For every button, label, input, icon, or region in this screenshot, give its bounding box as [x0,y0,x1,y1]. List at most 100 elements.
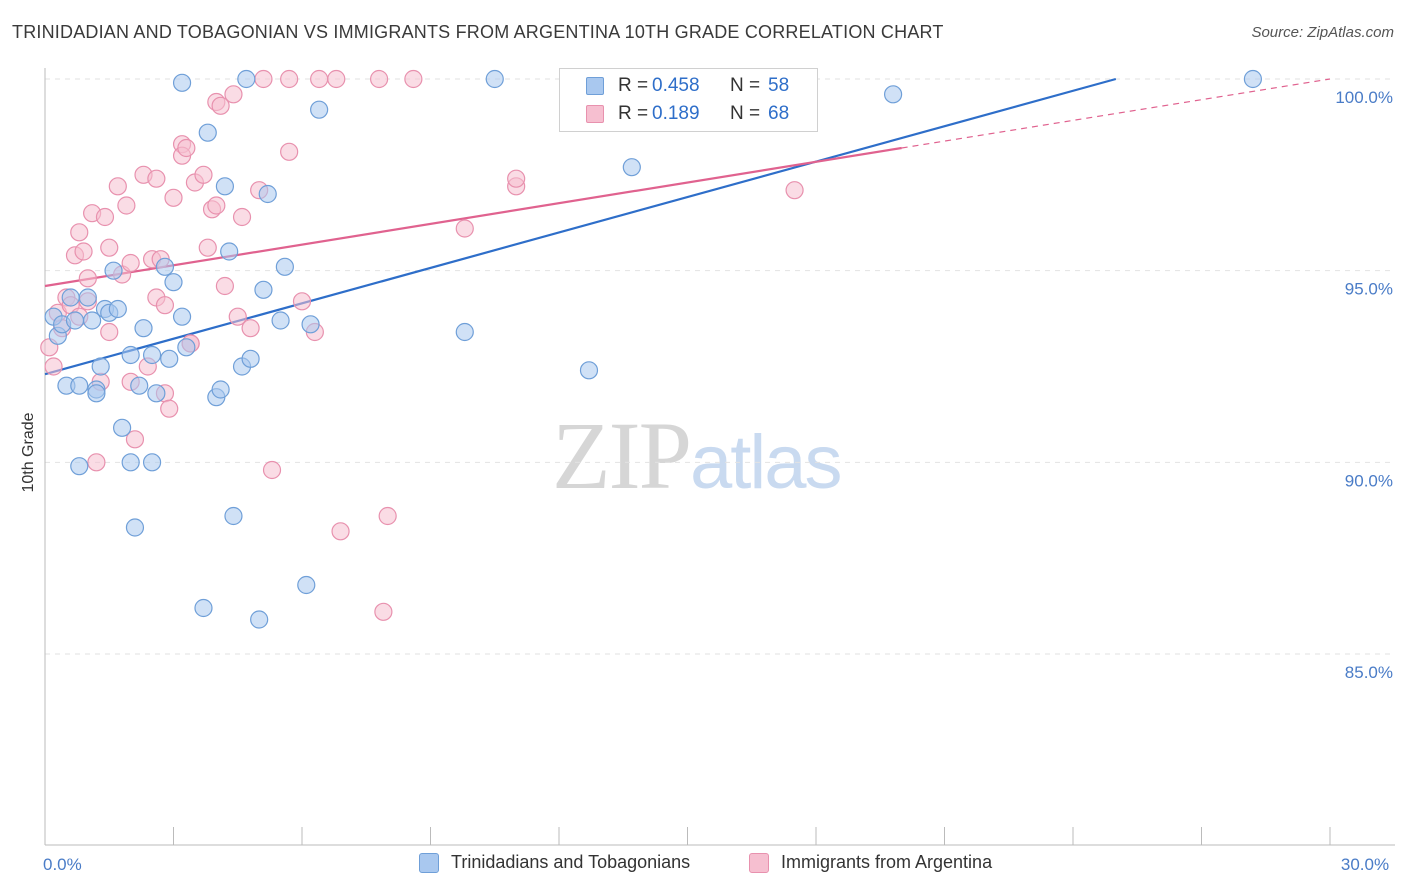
point-trinidadian [160,349,179,368]
legend-swatch-blue [419,852,439,873]
y-axis-label: 10th Grade [20,412,37,492]
legend-row-argentina: R = 0.189 N = 68 [586,101,789,127]
legend-item-label: Trinidadians and Tobagonians [451,852,691,872]
point-argentina [241,319,260,338]
y-tick-label: 100.0% [1335,88,1393,107]
point-trinidadian [172,73,192,92]
point-trinidadian [87,384,106,403]
point-argentina [87,453,106,472]
point-trinidadian [65,311,85,330]
point-argentina [455,219,474,238]
legend-n-value: 58 [768,75,790,96]
point-trinidadian [224,506,243,526]
point-argentina [155,296,175,315]
point-trinidadian [142,345,162,365]
point-trinidadian [147,384,166,403]
point-trinidadian [104,261,123,280]
label-layer: 100.0% 95.0% 90.0% 85.0% 0.0% 30.0% 10th Grade [20,88,1393,874]
point-trinidadian [194,598,213,618]
point-argentina [95,207,115,227]
legend-item-trinidadian[interactable]: Trinidadians and Tobagonians [419,852,690,873]
correlation-legend: R = 0.458 N = 58 R = 0.189 N = 68 [559,68,818,132]
point-argentina [100,238,119,257]
points-layer [40,69,1263,629]
point-trinidadian [121,345,140,365]
point-trinidadian [108,299,127,319]
point-argentina [160,399,179,418]
legend-row-trinidadian: R = 0.458 N = 58 [586,73,789,99]
trendline-argentina [44,146,902,288]
legend-n-label: N = [730,75,761,96]
x-tick-label: 0.0% [43,855,82,874]
point-trinidadian [112,418,132,437]
point-argentina [44,357,63,376]
legend-r-value: 0.189 [652,103,700,124]
point-argentina [194,165,213,184]
point-trinidadian [883,85,903,104]
point-trinidadian [198,123,217,142]
point-trinidadian [121,453,140,472]
point-trinidadian [1243,69,1263,89]
point-argentina [507,169,526,188]
y-tick-label: 90.0% [1345,471,1393,490]
point-argentina [164,188,183,207]
point-trinidadian [275,257,294,276]
point-trinidadian [241,349,260,368]
legend-item-argentina[interactable]: Immigrants from Argentina [749,852,992,873]
point-trinidadian [142,453,162,472]
point-argentina [327,69,346,89]
point-argentina [785,181,804,200]
point-trinidadian [254,280,273,299]
point-argentina [211,96,230,115]
point-trinidadian [258,184,277,204]
point-argentina [254,69,273,89]
source-label: Source: ZipAtlas.com [1251,24,1394,41]
point-trinidadian [78,288,97,307]
point-trinidadian [297,575,316,595]
point-argentina [331,522,350,541]
point-trinidadian [310,100,329,119]
point-argentina [125,430,145,449]
point-argentina [78,269,97,288]
point-trinidadian [91,357,110,376]
point-trinidadian [134,319,153,338]
point-trinidadian [622,158,641,177]
point-trinidadian [455,322,474,342]
point-trinidadian [172,307,192,326]
point-trinidadian [579,361,599,380]
y-tick-label: 85.0% [1345,663,1393,682]
point-trinidadian [485,69,504,89]
trend-layer [44,77,1331,376]
point-argentina [147,169,166,188]
point-argentina [74,242,93,261]
x-tick-label: 30.0% [1341,855,1389,874]
point-argentina [215,276,234,296]
point-trinidadian [164,273,183,292]
point-argentina [370,69,389,89]
point-argentina [232,207,252,227]
point-trinidadian [211,380,230,399]
point-trinidadian [70,376,89,395]
point-argentina [121,253,140,273]
point-trinidadian [250,610,269,629]
point-trinidadian [177,338,196,357]
point-trinidadian [155,257,175,276]
point-trinidadian [301,315,320,334]
point-trinidadian [271,311,290,330]
y-tick-label: 95.0% [1345,280,1393,299]
legend-n-label: N = [730,103,761,124]
point-argentina [177,138,196,158]
point-argentina [374,602,393,621]
point-argentina [228,307,247,326]
point-argentina [108,177,127,196]
point-argentina [224,85,243,104]
point-trinidadian [130,376,149,395]
point-argentina [117,196,136,215]
legend-r-label: R = [618,75,649,96]
series-legend: Trinidadians and Tobagonians Immigrants … [0,852,1406,878]
point-argentina [262,460,282,480]
point-argentina [207,196,226,215]
legend-n-value: 68 [768,103,790,124]
point-argentina [280,69,299,89]
